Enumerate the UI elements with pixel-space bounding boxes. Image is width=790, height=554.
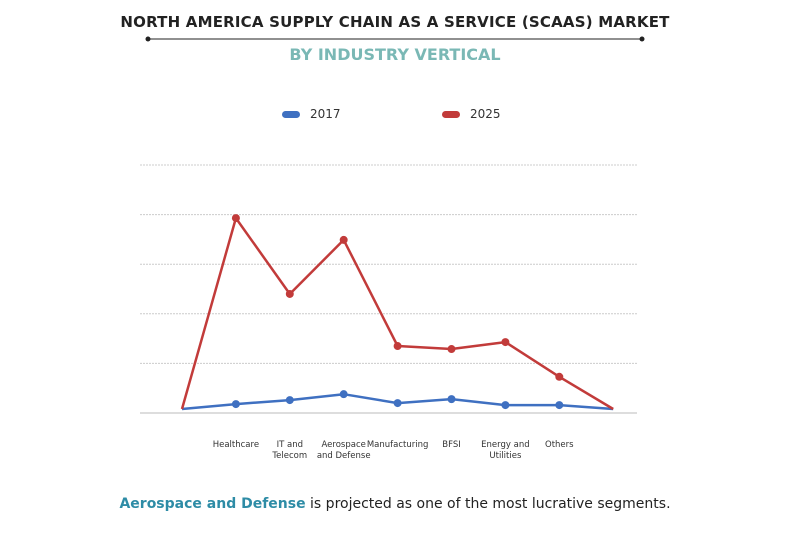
legend-label: 2017 [310,107,341,121]
data-point [231,214,240,223]
data-point [447,345,456,354]
x-tick-label: IT and Telecom [272,440,308,461]
x-tick-label: Energy and Utilities [481,440,530,461]
title-rule-end [639,36,645,42]
annotation-highlight: Aerospace and Defense [119,496,306,512]
legend-label: 2025 [470,107,501,121]
data-point [393,399,402,408]
data-point [231,400,240,409]
data-point [393,342,402,351]
data-point [447,395,456,404]
chart-subtitle: BY INDUSTRY VERTICAL [289,45,501,64]
data-point [555,372,564,381]
annotation: Aerospace and Defense is projected as on… [0,496,790,512]
data-point [339,390,348,399]
legend-swatch [282,111,300,118]
data-point [285,396,294,405]
data-point [339,235,348,244]
x-tick-label: Healthcare [212,440,260,450]
annotation-text: is projected as one of the most lucrativ… [305,496,671,512]
x-tick-label: Manufacturing [366,440,429,450]
data-point [555,401,564,410]
x-tick-label: Others [545,440,574,450]
title-rule-end [145,36,151,42]
legend-swatch [442,111,460,118]
chart-title: NORTH AMERICA SUPPLY CHAIN AS A SERVICE … [120,13,670,31]
data-point [501,338,510,347]
data-point [285,289,294,298]
x-tick-label: Aerospace and Defense [316,440,371,461]
x-tick-label: BFSI [442,440,461,450]
data-point [501,401,510,410]
